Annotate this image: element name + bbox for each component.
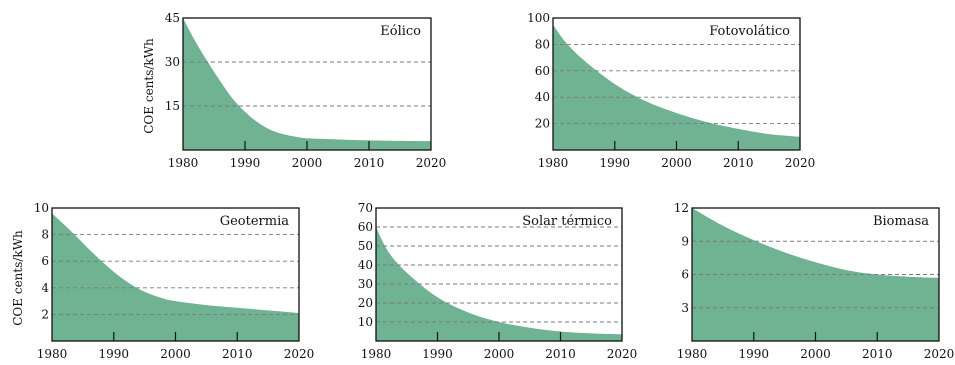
- y-tick-label-geotermia-3: 8: [41, 228, 49, 242]
- y-tick-label-fotovolatico-0: 20: [535, 117, 550, 131]
- y-tick-label-solar-termico-0: 10: [358, 315, 373, 329]
- x-tick-label-solar-termico-1: 1990: [422, 347, 453, 361]
- x-tick-label-geotermia-4: 2020: [284, 347, 315, 361]
- x-tick-label-biomasa-1: 1990: [738, 347, 769, 361]
- y-tick-label-eolico-1: 30: [165, 55, 180, 69]
- x-tick-label-geotermia-1: 1990: [98, 347, 129, 361]
- y-tick-label-solar-termico-5: 60: [358, 220, 373, 234]
- y-tick-label-fotovolatico-1: 40: [535, 90, 550, 104]
- y-tick-label-fotovolatico-4: 100: [527, 11, 550, 25]
- x-tick-label-fotovolatico-4: 2020: [785, 156, 816, 170]
- area-series-fotovolatico: [553, 24, 800, 151]
- x-tick-label-fotovolatico-1: 1990: [599, 156, 630, 170]
- x-tick-label-fotovolatico-0: 1980: [538, 156, 569, 170]
- y-tick-label-eolico-0: 15: [165, 99, 180, 113]
- panel-geotermia: 1980 1990 2000 2010 2020 2 4 6 8 10 Geotermia: [34, 201, 315, 361]
- panel-eolico: 1980 1990 2000 2010 2020 15 30 45 Eólico: [165, 11, 447, 170]
- panel-biomasa: 1980 1990 2000 2010 2020 3 6 9 12 Biomasa: [674, 201, 955, 361]
- x-tick-label-biomasa-3: 2010: [862, 347, 893, 361]
- y-tick-label-solar-termico-6: 70: [358, 201, 373, 215]
- panel-title-biomasa: Biomasa: [873, 214, 929, 229]
- x-tick-label-eolico-2: 2000: [292, 156, 323, 170]
- y-axis-label-bottom: COE cents/kWh: [11, 230, 25, 326]
- panel-fotovolatico: 1980 1990 2000 2010 202020406080100Fotovolát…: [527, 11, 815, 170]
- x-tick-label-biomasa-0: 1980: [677, 347, 708, 361]
- panel-title-eolico: Eólico: [380, 24, 421, 39]
- y-tick-label-biomasa-0: 3: [681, 301, 689, 315]
- panel-title-fotovolatico: Fotovolático: [709, 24, 790, 39]
- panel-solar-termico: 1980 1990 2000 2010 2020 10 20 30 40 50 60 70 Solar …: [358, 201, 638, 361]
- x-tick-label-eolico-3: 2010: [354, 156, 385, 170]
- x-tick-label-eolico-4: 2020: [416, 156, 447, 170]
- y-tick-label-geotermia-0: 2: [41, 307, 49, 321]
- y-tick-label-biomasa-2: 9: [681, 234, 689, 248]
- area-series-eolico: [183, 18, 431, 150]
- x-tick-label-solar-termico-2: 2000: [484, 347, 515, 361]
- y-tick-label-biomasa-1: 6: [681, 268, 689, 282]
- x-tick-label-fotovolatico-3: 2010: [723, 156, 754, 170]
- x-tick-label-solar-termico-3: 2010: [545, 347, 576, 361]
- panel-title-solar-termico: Solar térmico: [522, 214, 612, 229]
- y-tick-label-geotermia-4: 10: [34, 201, 49, 215]
- x-tick-label-geotermia-2: 2000: [160, 347, 191, 361]
- y-tick-label-fotovolatico-3: 80: [535, 37, 550, 51]
- x-tick-label-geotermia-3: 2010: [222, 347, 253, 361]
- x-tick-label-solar-termico-0: 1980: [361, 347, 392, 361]
- y-tick-label-geotermia-2: 6: [41, 254, 49, 268]
- y-tick-label-solar-termico-1: 20: [358, 296, 373, 310]
- y-tick-label-fotovolatico-2: 60: [535, 64, 550, 78]
- panel-title-geotermia: Geotermia: [220, 214, 290, 229]
- x-tick-label-eolico-0: 1980: [168, 156, 199, 170]
- area-series-solar-termico: [376, 227, 622, 341]
- area-series-geotermia: [52, 213, 299, 341]
- x-tick-label-fotovolatico-2: 2000: [661, 156, 692, 170]
- y-tick-label-solar-termico-3: 40: [358, 258, 373, 272]
- y-tick-label-geotermia-1: 4: [41, 281, 49, 295]
- x-tick-label-geotermia-0: 1980: [37, 347, 68, 361]
- y-tick-label-biomasa-3: 12: [674, 201, 689, 215]
- x-tick-label-eolico-1: 1990: [230, 156, 261, 170]
- x-tick-label-solar-termico-4: 2020: [607, 347, 638, 361]
- x-tick-label-biomasa-4: 2020: [924, 347, 955, 361]
- y-tick-label-solar-termico-4: 50: [358, 239, 373, 253]
- y-tick-label-eolico-2: 45: [165, 11, 180, 25]
- y-axis-label-top: COE cents/kWh: [142, 38, 156, 134]
- y-tick-label-solar-termico-2: 30: [358, 277, 373, 291]
- x-tick-label-biomasa-2: 2000: [800, 347, 831, 361]
